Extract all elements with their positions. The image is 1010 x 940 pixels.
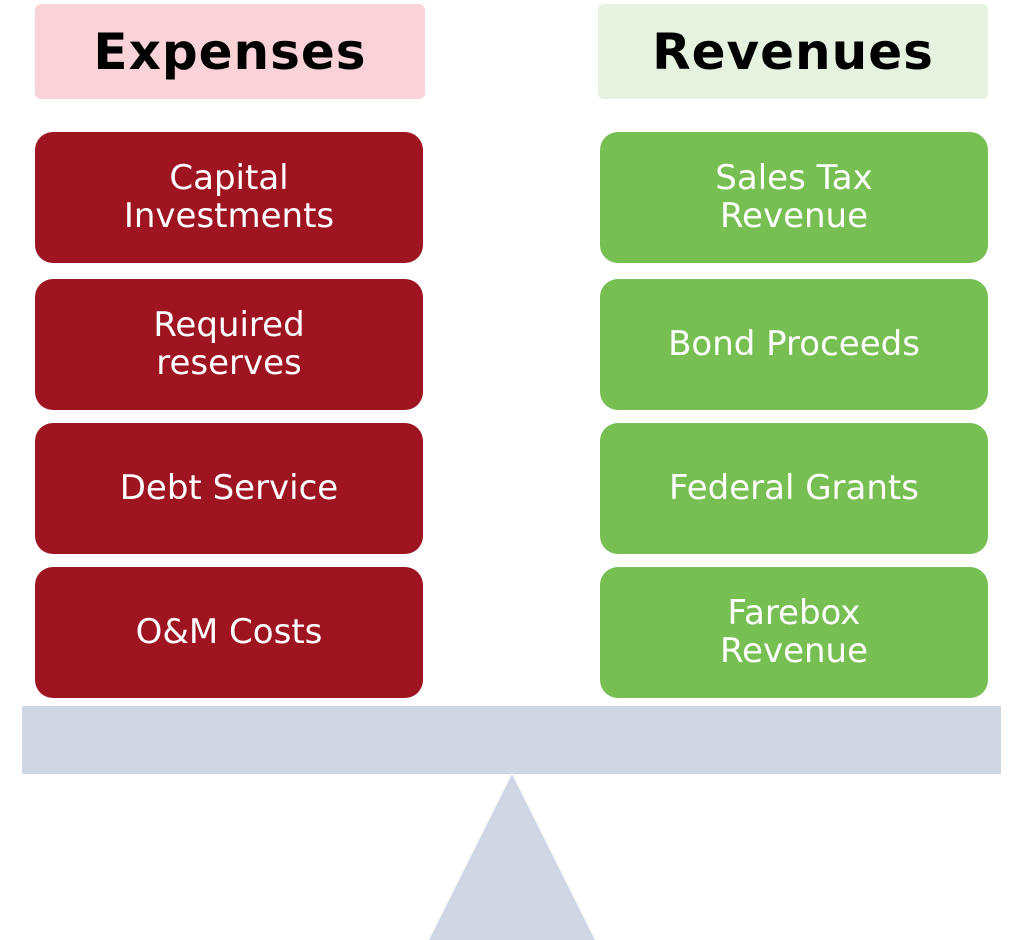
revenues-item: Bond Proceeds xyxy=(600,279,988,410)
revenues-item: Federal Grants xyxy=(600,423,988,554)
expenses-item: Capital Investments xyxy=(35,132,423,263)
revenues-item: Farebox Revenue xyxy=(600,567,988,698)
expenses-item: Required reserves xyxy=(35,279,423,410)
beam xyxy=(22,706,1001,774)
expenses-item: Debt Service xyxy=(35,423,423,554)
fulcrum xyxy=(429,774,595,940)
expenses-title: Expenses xyxy=(35,4,425,99)
expenses-item: O&M Costs xyxy=(35,567,423,698)
revenues-title: Revenues xyxy=(598,4,988,99)
revenues-item: Sales Tax Revenue xyxy=(600,132,988,263)
